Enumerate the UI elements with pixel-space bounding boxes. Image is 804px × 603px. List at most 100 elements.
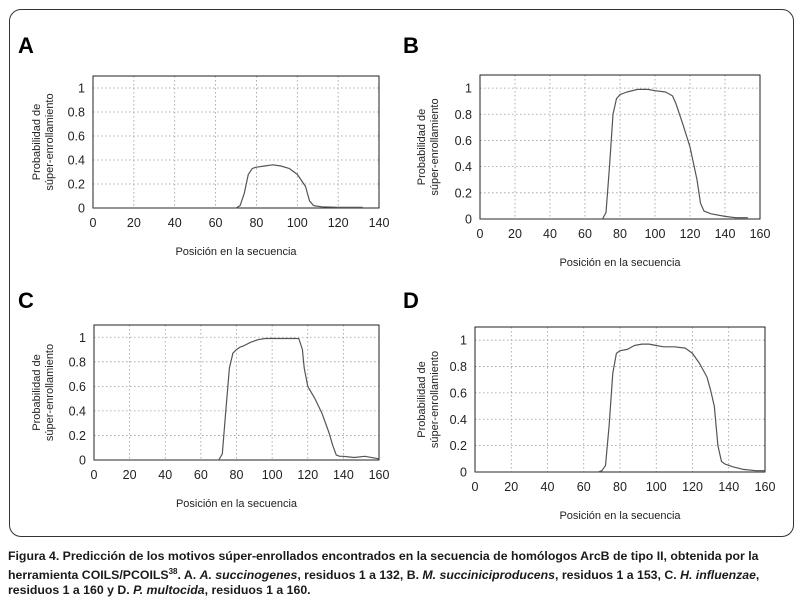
y-axis-label: súper-enrollamiento — [44, 93, 56, 190]
x-axis-label: Posición en la secuencia — [176, 498, 298, 510]
y-tick-label: 1 — [78, 82, 85, 96]
y-tick-label: 0 — [78, 202, 85, 216]
x-tick-label: 60 — [194, 468, 208, 482]
x-tick-label: 80 — [249, 216, 263, 230]
x-tick-label: 0 — [477, 227, 484, 241]
x-tick-label: 60 — [209, 216, 223, 230]
y-axis-label: Probabilidad de — [31, 354, 43, 430]
panel-b: B 0 20 40 60 80 100 120 140 160 0 0.2 0.4 0.6 0.8 1 Pos… — [403, 33, 788, 283]
x-tick-label: 80 — [613, 227, 627, 241]
panel-c: C 0 20 40 60 80 100 120 140 160 0 0.2 0.4 0.6 0.8 1 Pos… — [18, 288, 398, 528]
x-tick-label: 100 — [262, 468, 283, 482]
y-axis-label: Probabilidad de — [416, 109, 428, 185]
panel-letter: C — [18, 288, 34, 313]
x-tick-label: 20 — [127, 216, 141, 230]
y-tick-label: 0.6 — [69, 380, 86, 394]
figure-caption: Figura 4. Predicción de los motivos súpe… — [8, 549, 798, 598]
y-tick-label: 0.6 — [455, 134, 472, 148]
y-tick-label: 1 — [460, 334, 467, 348]
chart-a: 0 20 40 60 80 100 120 140 0 0.2 0.4 0.6 0.8 1 Posición… — [31, 75, 390, 258]
y-axis-label: súper-enrollamiento — [44, 344, 56, 441]
panel-letter: A — [18, 33, 34, 58]
y-tick-label: 0.4 — [68, 154, 85, 168]
x-tick-label: 120 — [680, 227, 701, 241]
y-tick-label: 0.2 — [450, 439, 467, 453]
plot-frame — [474, 326, 766, 473]
chart-b: 0 20 40 60 80 100 120 140 160 0 0.2 0.4 0.6 0.8 1 Posic… — [416, 74, 771, 269]
y-tick-label: 0.2 — [69, 429, 86, 443]
y-tick-label: 0.8 — [68, 106, 85, 120]
species-b: M. succiniciproducens — [422, 568, 555, 583]
y-tick-label: 0.4 — [450, 413, 467, 427]
y-axis-label: Probabilidad de — [416, 361, 428, 437]
x-tick-label: 160 — [369, 468, 390, 482]
plot-frame — [479, 74, 761, 220]
x-tick-label: 40 — [168, 216, 182, 230]
y-tick-label: 0 — [465, 213, 472, 227]
y-tick-label: 1 — [79, 331, 86, 345]
x-tick-label: 100 — [287, 216, 308, 230]
y-tick-label: 1 — [465, 82, 472, 96]
x-tick-label: 0 — [91, 468, 98, 482]
x-tick-label: 120 — [297, 468, 318, 482]
y-tick-label: 0.2 — [455, 186, 472, 200]
y-tick-label: 0.8 — [455, 108, 472, 122]
y-tick-label: 0.6 — [450, 386, 467, 400]
species-d: P. multocida — [133, 583, 205, 598]
y-tick-label: 0.6 — [68, 130, 85, 144]
x-tick-label: 0 — [472, 480, 479, 494]
x-tick-label: 160 — [750, 227, 771, 241]
panel-a: A 0 20 40 60 80 100 120 140 0 0.2 0.4 0.6 0.8 1 Posici… — [18, 33, 398, 273]
y-axis-label: súper-enrollamiento — [429, 98, 441, 195]
y-tick-label: 0 — [460, 466, 467, 480]
x-tick-label: 140 — [718, 480, 739, 494]
x-tick-label: 20 — [123, 468, 137, 482]
y-tick-label: 0.8 — [450, 360, 467, 374]
y-tick-label: 0.4 — [69, 404, 86, 418]
y-tick-label: 0 — [79, 454, 86, 468]
caption-line-1: Figura 4. Predicción de los motivos súpe… — [8, 549, 759, 563]
series-line — [475, 343, 765, 473]
series-line — [93, 164, 363, 209]
caption-line-3: residuos 1 a 160 y D. P. multocida, resi… — [8, 583, 311, 598]
x-tick-label: 0 — [90, 216, 97, 230]
panel-letter: D — [403, 288, 419, 313]
figure-label: Figura 4. — [8, 549, 60, 563]
caption-line-2: herramienta COILS/PCOILS38. A. A. succin… — [8, 567, 760, 583]
x-tick-label: 100 — [645, 227, 666, 241]
x-tick-label: 60 — [578, 227, 592, 241]
y-axis-label: súper-enrollamiento — [429, 351, 441, 448]
x-tick-label: 120 — [682, 480, 703, 494]
panel-d: D 0 20 40 60 80 100 120 140 160 0 0.2 0.4 0.6 0.8 1 Pos… — [403, 288, 788, 533]
chart-c: 0 20 40 60 80 100 120 140 160 0 0.2 0.4 0.6 0.8 1 Posic… — [31, 324, 390, 510]
x-tick-label: 140 — [333, 468, 354, 482]
y-axis-label: Probabilidad de — [31, 104, 43, 180]
x-tick-label: 40 — [158, 468, 172, 482]
species-a: A. succinogenes — [199, 568, 298, 583]
x-tick-label: 80 — [230, 468, 244, 482]
plot-frame — [92, 75, 380, 209]
x-tick-label: 120 — [328, 216, 349, 230]
species-c: H. influenzae — [680, 568, 756, 583]
x-tick-label: 100 — [646, 480, 667, 494]
chart-d: 0 20 40 60 80 100 120 140 160 0 0.2 0.4 0.6 0.8 1 Posic… — [416, 326, 776, 522]
x-tick-label: 80 — [613, 480, 627, 494]
figure-frame — [9, 9, 794, 537]
x-tick-label: 60 — [577, 480, 591, 494]
y-tick-label: 0.2 — [68, 178, 85, 192]
x-tick-label: 20 — [508, 227, 522, 241]
plot-frame — [93, 324, 380, 461]
x-axis-label: Posición en la secuencia — [175, 246, 297, 258]
x-tick-label: 140 — [715, 227, 736, 241]
x-tick-label: 160 — [755, 480, 776, 494]
y-tick-label: 0.8 — [69, 355, 86, 369]
x-tick-label: 40 — [543, 227, 557, 241]
x-axis-label: Posición en la secuencia — [559, 510, 681, 522]
x-tick-label: 40 — [541, 480, 555, 494]
x-axis-label: Posición en la secuencia — [559, 257, 681, 269]
x-tick-label: 140 — [369, 216, 390, 230]
series-line — [480, 88, 748, 220]
series-line — [94, 337, 380, 461]
x-tick-label: 20 — [504, 480, 518, 494]
y-tick-label: 0.4 — [455, 160, 472, 174]
